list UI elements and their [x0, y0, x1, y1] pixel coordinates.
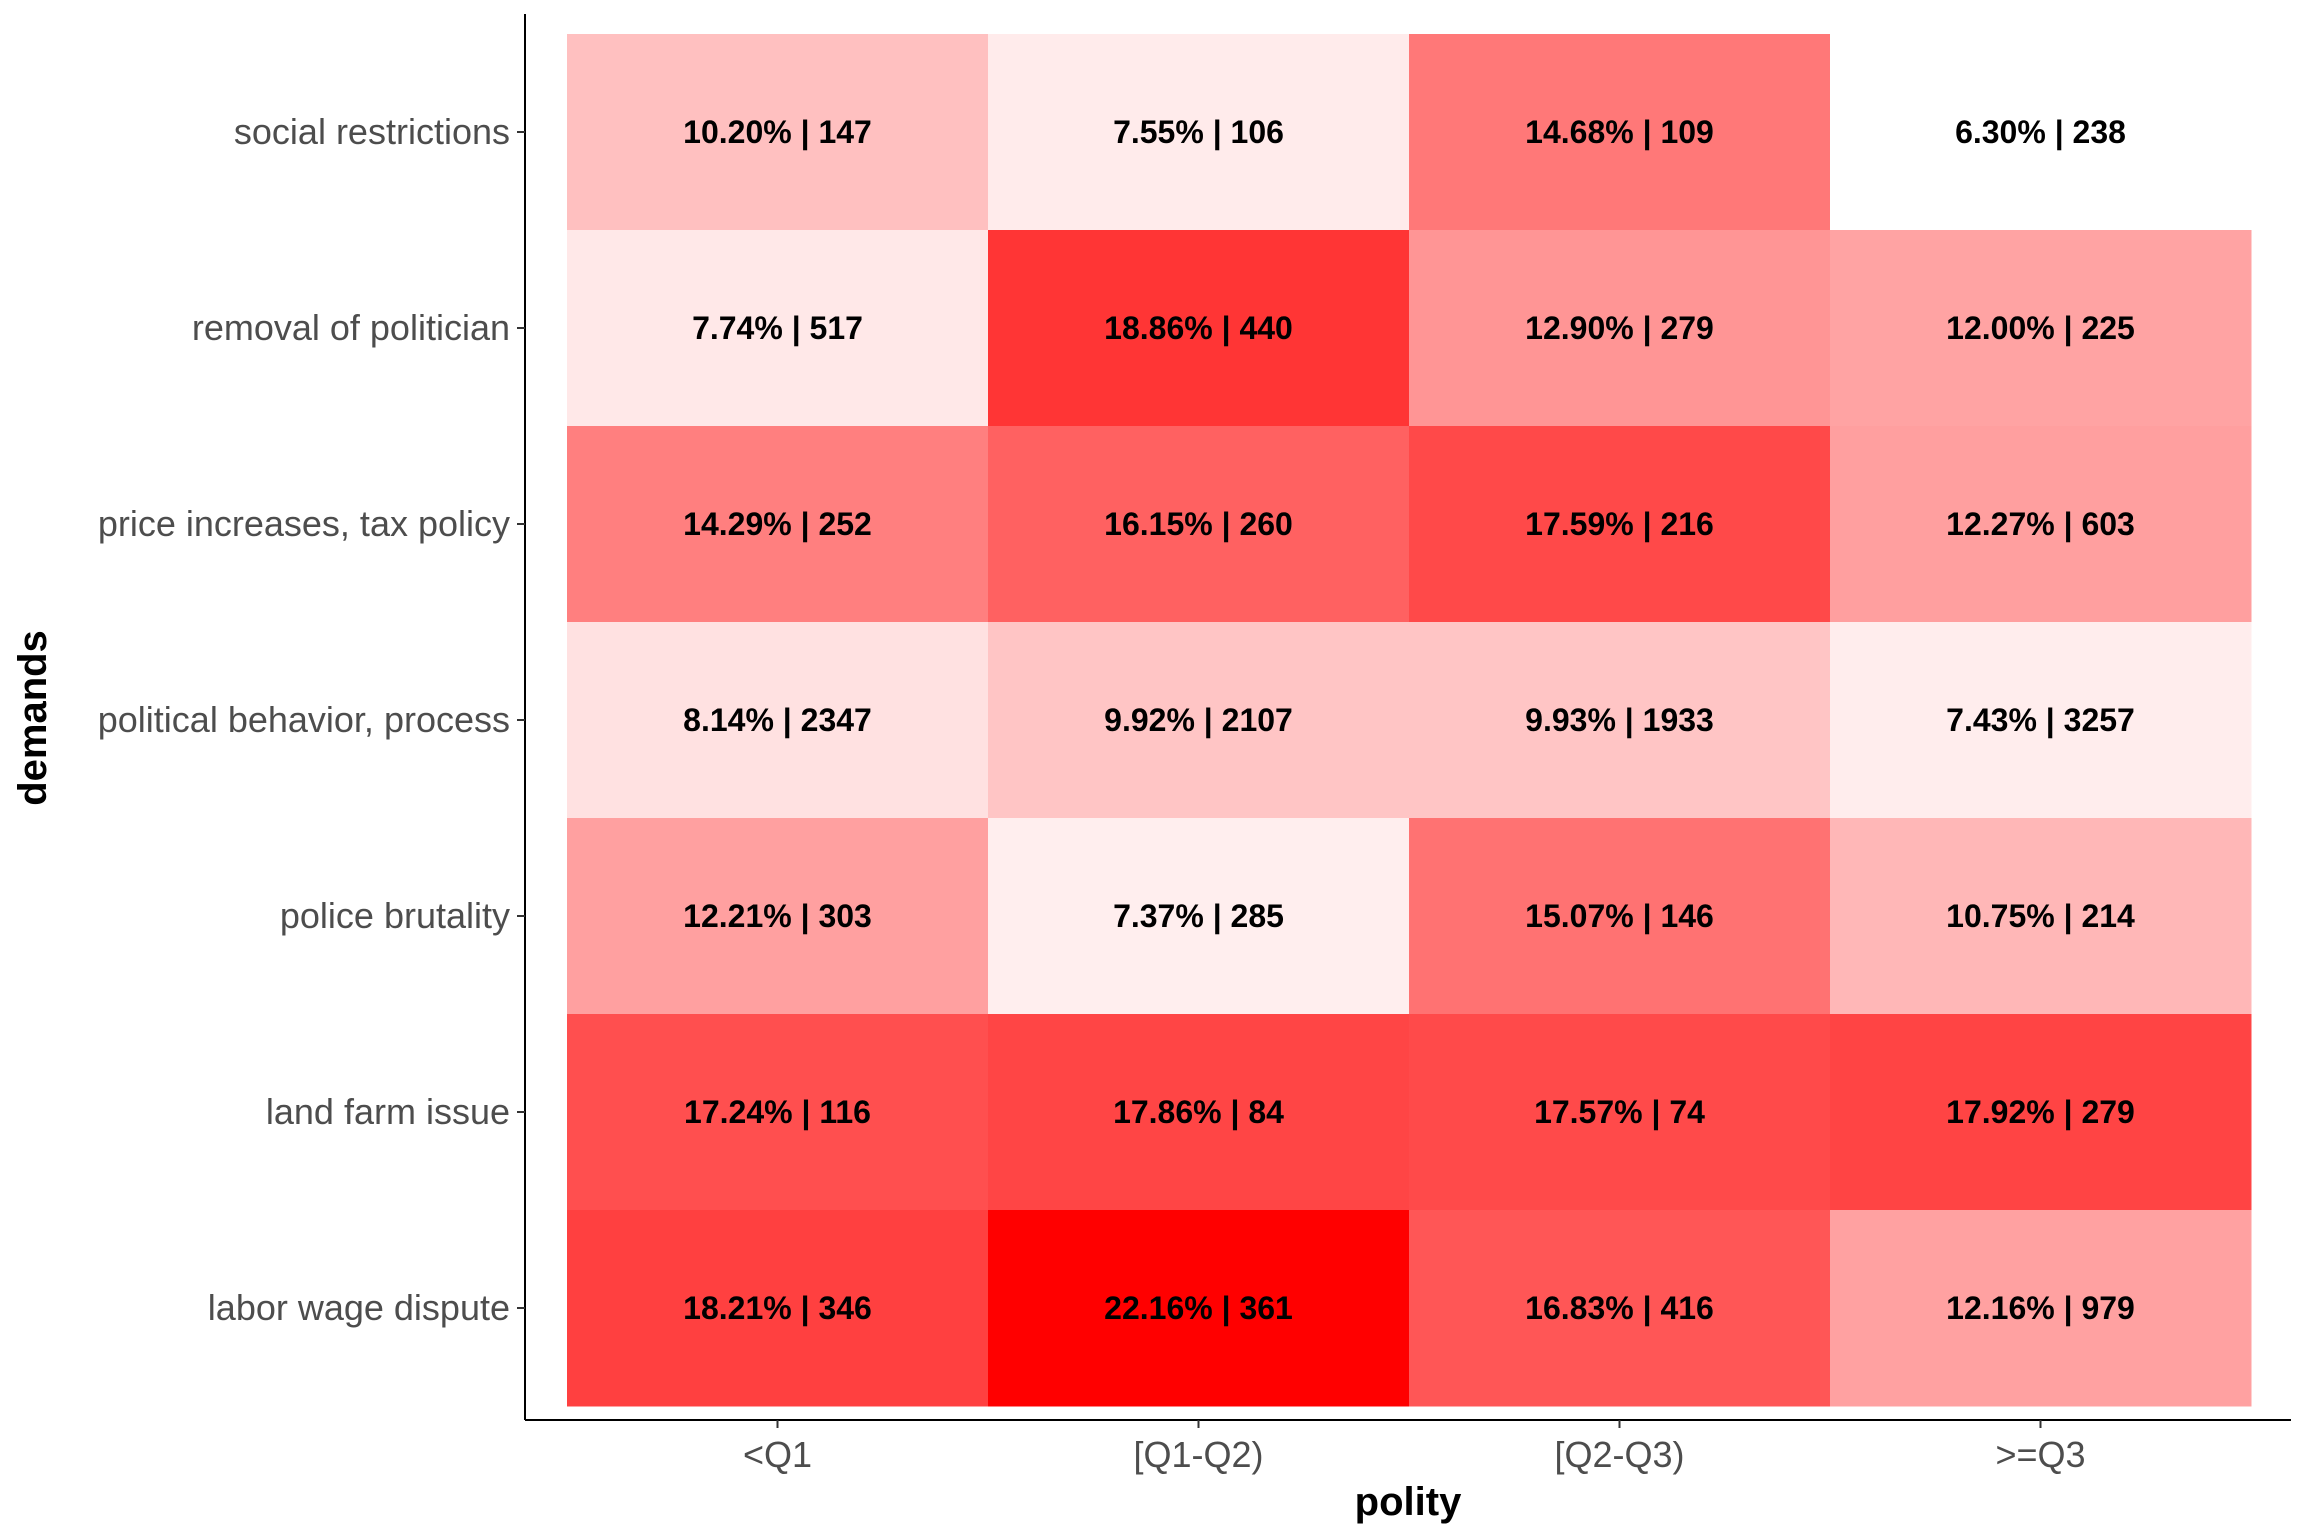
heatmap-cell [988, 622, 1410, 819]
cell-value-label: 7.37% | 285 [1113, 898, 1284, 934]
heatmap-cell [567, 818, 989, 1015]
heatmap-cell [1830, 1210, 2252, 1407]
y-tick-label: removal of politician [192, 307, 510, 348]
cell-labels: 10.20% | 147 7.55% | 106 14.68% | 109 6.30%… [683, 114, 2135, 1326]
x-tick-label: >=Q3 [1995, 1434, 2085, 1475]
x-tick-label: <Q1 [743, 1434, 812, 1475]
cell-value-label: 17.92% | 279 [1946, 1094, 2135, 1130]
cell-value-label: 17.24% | 116 [684, 1094, 871, 1130]
heatmap-cell [1409, 1014, 1831, 1211]
heatmap-cell [1830, 818, 2252, 1015]
heatmap-cell [1830, 622, 2252, 819]
heatmap-cell [988, 1210, 1410, 1407]
heatmap-cell [988, 1014, 1410, 1211]
y-tick-labels: social restrictions removal of politician… [98, 111, 525, 1328]
y-tick-label: labor wage dispute [208, 1287, 510, 1328]
cell-value-label: 10.75% | 214 [1946, 898, 2135, 934]
cell-value-label: 12.27% | 603 [1946, 506, 2135, 542]
cell-value-label: 7.55% | 106 [1113, 114, 1284, 150]
cell-value-label: 12.90% | 279 [1525, 310, 1714, 346]
x-tick-labels: <Q1 [Q1-Q2) [Q2-Q3) >=Q3 [743, 1420, 2086, 1475]
cell-value-label: 12.21% | 303 [683, 898, 872, 934]
y-tick-label: land farm issue [266, 1091, 510, 1132]
heatmap-cell [1409, 230, 1831, 427]
cell-value-label: 14.68% | 109 [1525, 114, 1714, 150]
axes [524, 14, 2291, 1421]
heatmap-cell [1409, 34, 1831, 231]
heatmap-cell [567, 622, 989, 819]
heatmap-cell [988, 426, 1410, 623]
heatmap-cell [567, 1210, 989, 1407]
cell-value-label: 18.86% | 440 [1104, 310, 1293, 346]
cell-value-label: 6.30% | 238 [1955, 114, 2126, 150]
heatmap-cell [1830, 426, 2252, 623]
cell-value-label: 7.74% | 517 [692, 310, 863, 346]
y-tick-label: police brutality [280, 895, 510, 936]
cell-value-label: 16.83% | 416 [1525, 1290, 1714, 1326]
x-tick-label: [Q2-Q3) [1554, 1434, 1684, 1475]
y-tick-label: political behavior, process [98, 699, 510, 740]
heatmap-cell [1409, 818, 1831, 1015]
cell-value-label: 9.93% | 1933 [1525, 702, 1714, 738]
cell-value-label: 7.43% | 3257 [1946, 702, 2135, 738]
x-axis-title: polity [1355, 1480, 1462, 1524]
y-tick-label: social restrictions [234, 111, 510, 152]
cell-value-label: 17.86% | 84 [1113, 1094, 1284, 1130]
heatmap-cell [1830, 230, 2252, 427]
cell-value-label: 14.29% | 252 [683, 506, 872, 542]
heatmap-cell [1409, 426, 1831, 623]
cell-value-label: 16.15% | 260 [1104, 506, 1293, 542]
cell-value-label: 17.59% | 216 [1525, 506, 1714, 542]
cell-value-label: 22.16% | 361 [1104, 1290, 1293, 1326]
cell-value-label: 8.14% | 2347 [683, 702, 872, 738]
cell-value-label: 15.07% | 146 [1525, 898, 1714, 934]
y-axis-title: demands [11, 630, 55, 806]
heatmap-cell [1830, 34, 2252, 231]
heatmap-cell [988, 230, 1410, 427]
cell-value-label: 18.21% | 346 [683, 1290, 872, 1326]
heatmap-cell [988, 34, 1410, 231]
heatmap-cell [567, 426, 989, 623]
cell-value-label: 12.16% | 979 [1946, 1290, 2135, 1326]
cell-value-label: 12.00% | 225 [1946, 310, 2135, 346]
heatmap-cell [1409, 622, 1831, 819]
cell-value-label: 10.20% | 147 [683, 114, 872, 150]
heatmap-cell [1409, 1210, 1831, 1407]
y-tick-label: price increases, tax policy [98, 503, 510, 544]
heatmap-cell [567, 230, 989, 427]
x-tick-label: [Q1-Q2) [1133, 1434, 1263, 1475]
cell-value-label: 17.57% | 74 [1534, 1094, 1705, 1130]
heatmap-cell [988, 818, 1410, 1015]
heatmap-cells [567, 34, 2252, 1407]
cell-value-label: 9.92% | 2107 [1104, 702, 1293, 738]
heatmap-cell [567, 1014, 989, 1211]
heatmap-cell [1830, 1014, 2252, 1211]
heatmap-cell [567, 34, 989, 231]
